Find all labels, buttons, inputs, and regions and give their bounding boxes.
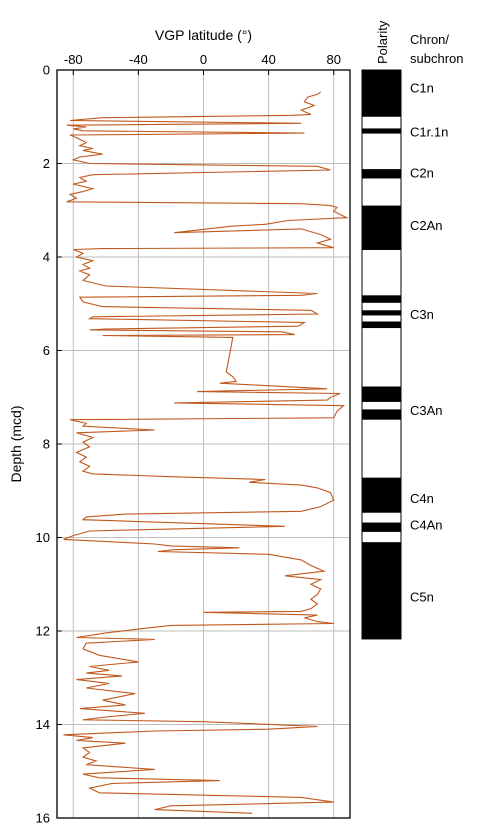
y-tick-label: 6 xyxy=(43,343,50,358)
normal-polarity-interval xyxy=(362,386,401,402)
normal-polarity-interval xyxy=(362,70,401,117)
normal-polarity-interval xyxy=(362,310,401,316)
x-tick-label: -40 xyxy=(129,52,148,67)
normal-polarity-interval xyxy=(362,409,401,420)
x-tick-label: 0 xyxy=(200,52,207,67)
normal-polarity-interval xyxy=(362,477,401,513)
x-tick-label: -80 xyxy=(64,52,83,67)
x-tick-label: 40 xyxy=(261,52,275,67)
chron-label: C3n xyxy=(410,307,434,322)
chron-label: C3An xyxy=(410,403,443,418)
vgp-latitude-line xyxy=(63,91,349,814)
grid-layer xyxy=(57,69,350,819)
normal-polarity-interval xyxy=(362,205,401,250)
chron-header-subchron: subchron xyxy=(410,51,463,66)
chron-header: Chron/ xyxy=(410,32,449,47)
y-tick-label: 16 xyxy=(36,811,50,826)
y-tick-label: 12 xyxy=(36,624,50,639)
x-tick-label: 80 xyxy=(326,52,340,67)
chron-label: C5n xyxy=(410,589,434,604)
y-tick-label: 8 xyxy=(43,437,50,452)
y-tick-label: 14 xyxy=(36,717,50,732)
chron-label: C4n xyxy=(410,491,434,506)
chron-labels: C1n C1r.1n C2n C2An C3n C3An C4n C4An C5n xyxy=(410,80,448,604)
chron-label: C2n xyxy=(410,165,434,180)
chron-label: C4An xyxy=(410,517,443,532)
y-tick-label: 4 xyxy=(43,250,50,265)
y-axis-ticks: 0 2 4 6 8 10 12 14 16 xyxy=(36,63,62,826)
polarity-header: Polarity xyxy=(375,20,390,64)
normal-polarity-interval xyxy=(362,128,401,134)
normal-polarity-interval xyxy=(362,295,401,303)
normal-polarity-interval xyxy=(362,522,401,532)
normal-polarity-interval xyxy=(362,321,401,329)
chron-label: C1r.1n xyxy=(410,125,448,140)
y-tick-label: 2 xyxy=(43,156,50,171)
x-axis-ticks: -80 -40 0 40 80 xyxy=(64,52,341,75)
normal-polarity-interval xyxy=(362,542,401,639)
y-axis-label: Depth (mcd) xyxy=(8,405,24,482)
y-tick-label: 10 xyxy=(36,530,50,545)
x-axis-label: VGP latitude (°) xyxy=(155,27,252,43)
chron-label: C1n xyxy=(410,80,434,95)
chron-label: C2An xyxy=(410,218,443,233)
polarity-column xyxy=(361,69,402,640)
y-tick-label: 0 xyxy=(43,63,50,78)
normal-polarity-interval xyxy=(362,169,401,179)
